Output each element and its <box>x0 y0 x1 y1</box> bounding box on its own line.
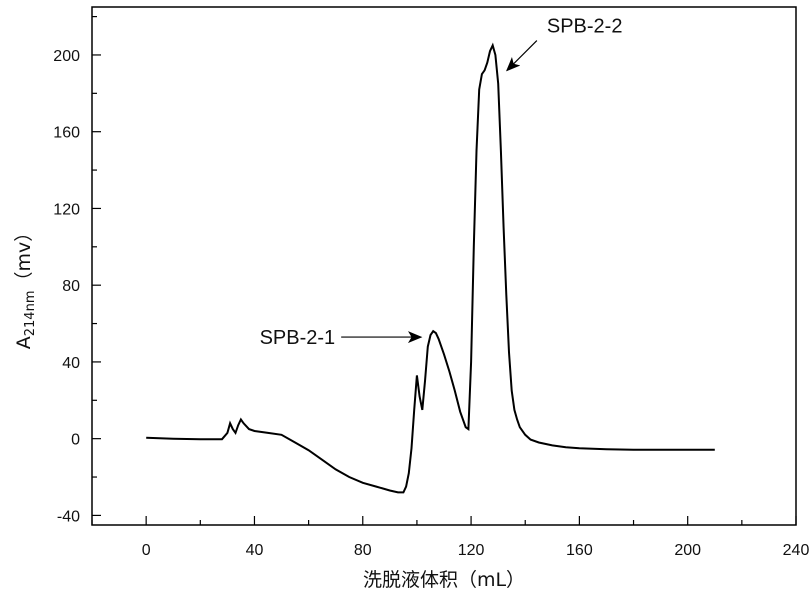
y-axis-title-subscript: 214nm <box>23 291 38 337</box>
series-line <box>146 45 715 492</box>
y-axis-title: A214nm（mv） <box>13 223 38 349</box>
annotation-label-spb-2-1: SPB-2-1 <box>260 327 336 349</box>
x-tick-label: 80 <box>354 542 372 559</box>
annotation-arrow-spb-2-2 <box>507 41 537 71</box>
y-tick-label: 0 <box>71 432 80 449</box>
x-tick-label: 40 <box>246 542 264 559</box>
y-axis-title-unit: （mv） <box>13 223 35 291</box>
y-tick-label: 40 <box>62 355 80 372</box>
annotations: SPB-2-1 SPB-2-2 <box>260 16 623 350</box>
y-tick-label: 200 <box>53 48 80 65</box>
x-axis-title: 洗脱液体积（mL） <box>363 569 525 591</box>
y-tick-label: 120 <box>53 201 80 218</box>
y-tick-label: 160 <box>53 125 80 142</box>
x-tick-label: 200 <box>674 542 701 559</box>
y-tick-label: -40 <box>57 508 80 525</box>
plot-frame <box>92 7 796 525</box>
y-tick-label: 80 <box>62 278 80 295</box>
y-axis-title-main: A <box>13 336 35 349</box>
axes-frame <box>92 7 796 525</box>
x-tick-label: 160 <box>566 542 593 559</box>
annotation-label-spb-2-2: SPB-2-2 <box>547 16 623 38</box>
x-tick-label: 120 <box>458 542 485 559</box>
x-tick-label: 0 <box>142 542 151 559</box>
x-tick-label: 240 <box>783 542 810 559</box>
axis-ticks: 0 40 80 120 160 200 240 -40 0 40 80 120 160 200 <box>53 17 809 559</box>
